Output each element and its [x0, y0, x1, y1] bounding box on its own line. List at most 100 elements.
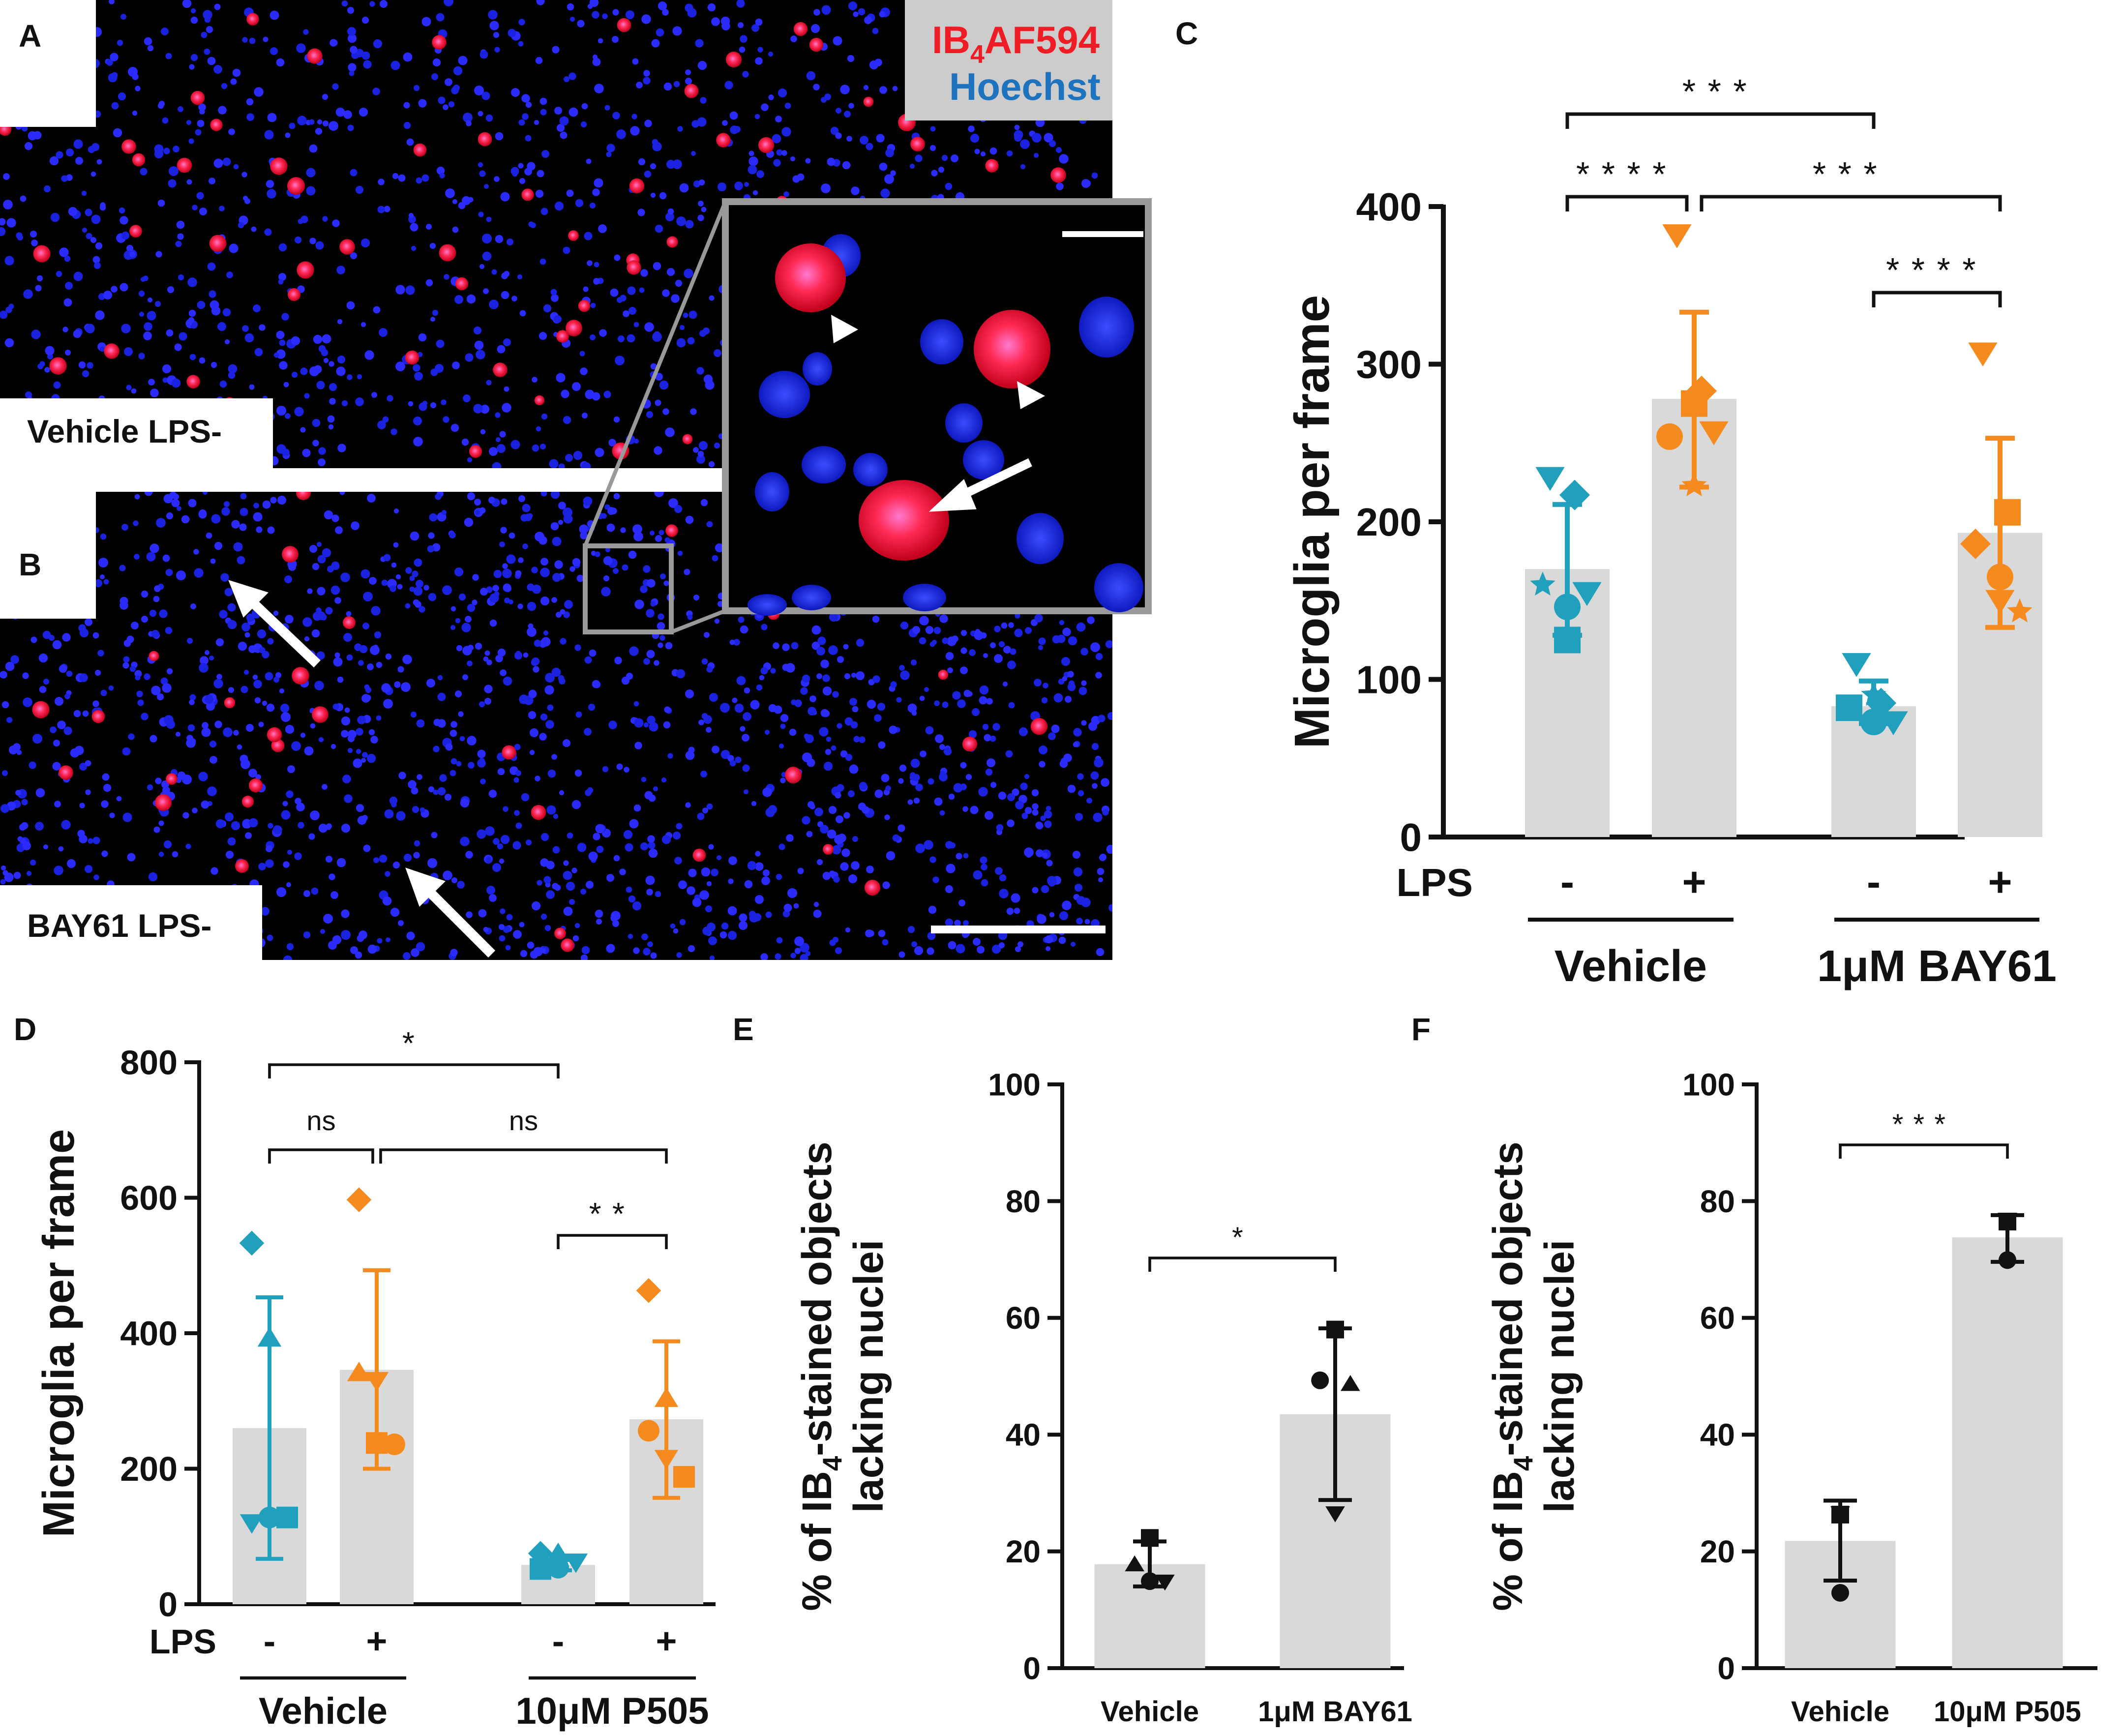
panel-b-letter-box	[0, 492, 96, 619]
nucleus-dot	[892, 86, 898, 91]
nucleus-dot	[436, 339, 445, 348]
nucleus-dot	[543, 304, 552, 313]
nucleus-dot	[253, 304, 261, 312]
nucleus-dot	[219, 206, 225, 211]
nucleus-dot	[654, 492, 664, 497]
nucleus-dot	[910, 659, 917, 666]
microglia-cell	[287, 288, 301, 301]
nucleus-dot	[329, 121, 338, 131]
nucleus-dot	[658, 642, 663, 648]
nucleus-dot	[1001, 622, 1008, 629]
nucleus-dot	[584, 728, 592, 736]
nucleus-dot	[1015, 801, 1024, 809]
nucleus-dot	[26, 870, 32, 876]
nucleus-dot	[252, 674, 258, 680]
nucleus-dot	[383, 554, 391, 562]
nucleus-dot	[835, 132, 842, 139]
nucleus-dot	[980, 856, 987, 864]
nucleus-dot	[768, 51, 774, 57]
nucleus-dot	[697, 812, 705, 820]
nucleus-dot	[282, 801, 288, 807]
nucleus-dot	[914, 946, 924, 956]
nucleus-dot	[486, 380, 492, 386]
nucleus-dot	[264, 228, 272, 236]
nucleus-dot	[450, 949, 458, 957]
nucleus-dot	[133, 520, 139, 526]
nucleus-dot	[595, 824, 605, 834]
nucleus-dot	[144, 37, 152, 46]
nucleus-dot	[116, 796, 122, 802]
nucleus-dot	[427, 858, 437, 868]
nucleus-dot	[613, 493, 620, 500]
nucleus-dot	[1067, 683, 1076, 691]
microglia-cell	[554, 928, 566, 939]
nucleus-dot	[228, 687, 234, 693]
microglia-cell	[534, 395, 545, 406]
nucleus-dot	[514, 810, 520, 816]
nucleus-dot	[667, 753, 673, 759]
nucleus-dot	[0, 671, 7, 679]
nucleus-dot	[158, 100, 165, 107]
nucleus-dot	[892, 834, 900, 842]
nucleus-dot	[643, 658, 650, 665]
nucleus-dot	[291, 371, 298, 378]
nucleus-dot	[994, 626, 1001, 632]
nucleus-dot	[518, 119, 525, 126]
nucleus-dot	[878, 929, 886, 937]
nucleus-dot	[665, 427, 675, 437]
y-tick-label: 800	[120, 1044, 178, 1082]
nucleus-dot	[103, 783, 112, 792]
nucleus-dot	[287, 765, 295, 773]
nucleus-dot	[499, 541, 505, 547]
y-tick-label: 40	[1006, 1417, 1041, 1453]
nucleus-dot	[4, 338, 14, 348]
nucleus-dot	[685, 220, 694, 229]
nucleus-dot	[800, 954, 808, 960]
nucleus-dot	[942, 637, 949, 644]
nucleus-dot	[331, 561, 340, 570]
nucleus-dot	[644, 322, 654, 332]
nucleus-dot	[805, 734, 814, 743]
nucleus-dot	[497, 648, 506, 657]
nucleus-dot	[209, 740, 217, 748]
nucleus-dot	[405, 567, 412, 574]
panel-letter-b: B	[19, 547, 41, 582]
nucleus-dot	[147, 297, 153, 303]
nucleus-dot	[92, 837, 100, 844]
nucleus-dot	[401, 682, 411, 692]
nucleus-dot	[643, 948, 651, 956]
nucleus-dot	[874, 714, 882, 722]
nucleus-dot	[437, 692, 446, 701]
nucleus-dot	[363, 844, 371, 852]
nucleus-dot	[494, 47, 500, 53]
nucleus-dot	[426, 679, 435, 688]
nucleus-dot	[685, 802, 691, 808]
nucleus-dot	[693, 595, 699, 600]
nucleus-dot	[276, 58, 285, 67]
nucleus-dot	[502, 403, 511, 413]
nucleus-dot	[612, 920, 619, 927]
significance-bracket	[268, 1148, 374, 1164]
nucleus-dot	[996, 824, 1004, 832]
nucleus-dot	[634, 599, 644, 609]
nucleus-dot	[960, 762, 967, 769]
nucleus-dot	[278, 273, 286, 281]
star-marker	[2007, 598, 2033, 623]
nucleus-dot	[991, 944, 1001, 954]
nucleus-dot	[650, 192, 656, 198]
nucleus-dot	[316, 541, 322, 547]
nucleus-dot	[572, 558, 581, 567]
nucleus-dot	[1, 701, 9, 709]
y-tick-label: 200	[1356, 500, 1422, 544]
nucleus-dot	[551, 294, 559, 302]
y-tick-label: 0	[1023, 1650, 1041, 1686]
nucleus-dot	[326, 856, 332, 863]
microglia-cell	[413, 143, 427, 157]
nucleus-dot	[851, 672, 857, 678]
nucleus-dot	[734, 181, 743, 190]
nucleus-dot	[373, 39, 383, 49]
nucleus-dot	[572, 935, 579, 942]
nucleus-dot	[610, 288, 619, 297]
nucleus-dot	[592, 680, 600, 688]
nucleus-dot	[165, 53, 172, 60]
